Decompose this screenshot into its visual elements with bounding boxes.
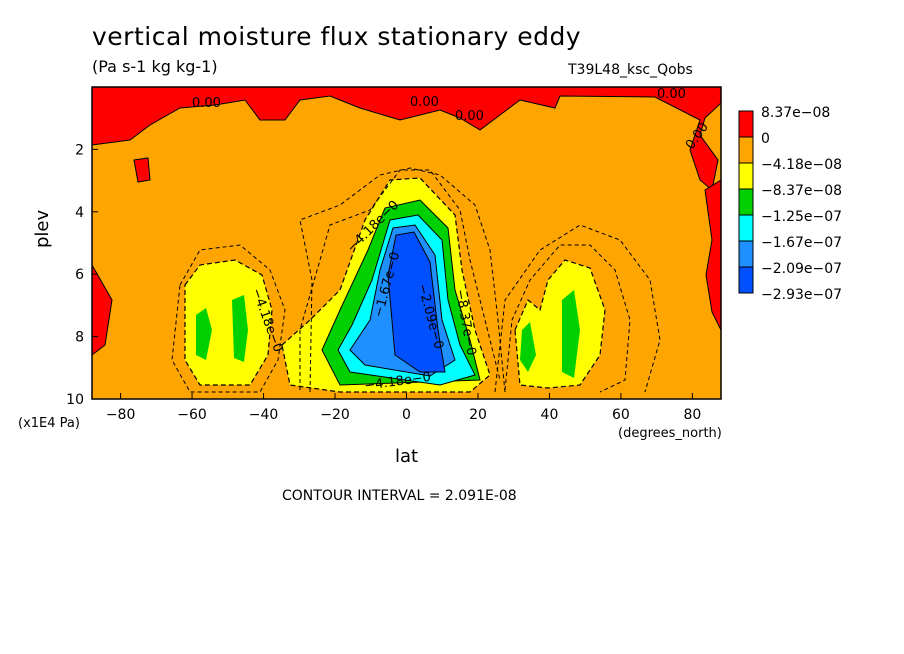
legend-swatch xyxy=(738,188,754,216)
x-tick-label: 40 xyxy=(541,407,559,423)
x-tick-label: −40 xyxy=(249,407,279,423)
x-tick-label: 0 xyxy=(402,407,411,423)
contour-fills xyxy=(92,87,721,399)
y-axis-label: plev xyxy=(32,209,53,248)
red-region-right xyxy=(704,179,721,331)
legend-swatch xyxy=(738,162,754,190)
legend-swatch xyxy=(738,266,754,294)
y-tick-label: 6 xyxy=(75,267,84,283)
x-tick-label: −60 xyxy=(177,407,207,423)
x-tick-label: 20 xyxy=(469,407,487,423)
contour-label: 0.00 xyxy=(192,96,221,111)
dashed-contours xyxy=(171,167,661,393)
x-axis-label: lat xyxy=(395,446,419,467)
y-tick-label: 8 xyxy=(75,330,84,346)
red-region-top xyxy=(92,87,721,191)
contour-label: 0.00 xyxy=(410,95,439,110)
x-axis-ticks: −80 −60 −40 −20 0 20 40 60 80 xyxy=(106,393,701,423)
legend-swatch xyxy=(738,240,754,268)
y-tick-label: 2 xyxy=(75,142,84,158)
x-tick-label: 60 xyxy=(612,407,630,423)
red-region-sw xyxy=(92,263,113,356)
x-tick-label: 80 xyxy=(683,407,701,423)
legend-label: 8.37e−08 xyxy=(761,105,830,121)
legend-swatch xyxy=(738,214,754,242)
y-tick-label: 10 xyxy=(66,392,84,408)
y-tick-label: 4 xyxy=(75,205,84,221)
contour-label: 0.00 xyxy=(455,109,484,124)
contour-interval: CONTOUR INTERVAL = 2.091E-08 xyxy=(282,488,517,504)
chart-title: vertical moisture flux stationary eddy xyxy=(92,22,582,51)
legend-label: −2.93e−07 xyxy=(761,287,842,303)
contour-label: 0.00 xyxy=(657,87,686,102)
legend-label: −2.09e−07 xyxy=(761,261,842,277)
legend-swatch xyxy=(738,110,754,138)
yellow-right xyxy=(514,259,606,389)
legend: 8.37e−08 0 −4.18e−08 −8.37e−08 −1.25e−07 −1.6… xyxy=(738,105,842,303)
green-left-2 xyxy=(232,295,248,362)
green-right-1 xyxy=(520,322,536,372)
x-tick-label: −80 xyxy=(106,407,136,423)
legend-label: −1.25e−07 xyxy=(761,209,842,225)
legend-label: −1.67e−07 xyxy=(761,235,842,251)
blue-core xyxy=(387,231,446,373)
y-axis-ticks: 2 4 6 8 10 xyxy=(66,142,98,408)
green-right-2 xyxy=(562,290,580,378)
legend-label: 0 xyxy=(761,131,770,147)
y-axis-unit: (x1E4 Pa) xyxy=(18,416,80,431)
legend-label: −4.18e−08 xyxy=(761,157,842,173)
red-blob-small xyxy=(133,157,151,183)
x-axis-unit: (degrees_north) xyxy=(618,426,722,441)
run-name: T39L48_ksc_Qobs xyxy=(568,62,693,78)
legend-swatch xyxy=(738,136,754,164)
green-left-1 xyxy=(196,308,212,360)
legend-label: −8.37e−08 xyxy=(761,183,842,199)
chart-units: (Pa s-1 kg kg-1) xyxy=(92,57,218,76)
x-tick-label: −20 xyxy=(320,407,350,423)
